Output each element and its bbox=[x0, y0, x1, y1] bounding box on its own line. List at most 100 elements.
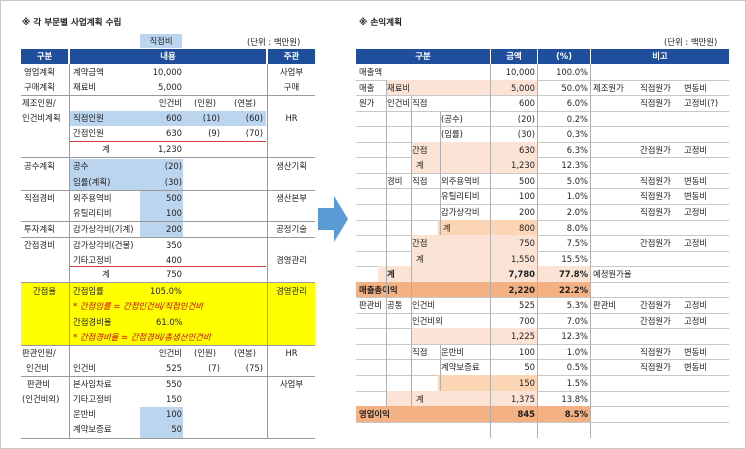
direct-staff-cost: 600 bbox=[166, 113, 182, 123]
indirect-rate-label: 간접율 bbox=[32, 286, 57, 296]
pl-amount-sga-common-total: 1,225 bbox=[511, 331, 535, 342]
pl-label-cogs-total: 계 bbox=[387, 269, 395, 280]
right-title: ※ 손익계획 bbox=[359, 18, 402, 28]
sga-expense-label-2: (인건비외) bbox=[22, 394, 60, 404]
indirect-expense-rate-label: 간접경비율 bbox=[73, 317, 112, 327]
left-unit: (단위 : 백만원) bbox=[247, 37, 301, 47]
pl-label-utility: 유틸리티비 bbox=[441, 191, 480, 202]
pl-label-indirect-labor: 간접 bbox=[412, 144, 428, 155]
utility-value: 100 bbox=[166, 208, 182, 218]
indirect-expense-rate-value: 61.0% bbox=[156, 317, 183, 327]
pl-pct-material: 50.0% bbox=[561, 82, 588, 93]
guarantee-fee-value: 50 bbox=[171, 424, 182, 434]
pl-pct-outsourcing: 5.0% bbox=[566, 175, 588, 186]
contract-amount-label: 계약금액 bbox=[73, 67, 104, 77]
pl-amount-exp-total: 1,550 bbox=[511, 253, 535, 264]
pl-pct-sga-labor: 5.3% bbox=[566, 300, 588, 311]
pl-note-indirect-exp-2: 고정비 bbox=[684, 238, 708, 249]
direct-expense-owner: 생산본부 bbox=[276, 193, 307, 203]
pl-pct-direct-exp-total: 8.0% bbox=[566, 222, 588, 233]
row-highlight bbox=[438, 219, 537, 236]
hq-rent-label: 본사임차료 bbox=[73, 379, 112, 389]
freight-label: 운반비 bbox=[73, 409, 97, 419]
pl-amount-outsourcing: 500 bbox=[519, 175, 535, 186]
right-header-amount: 금액 bbox=[491, 49, 537, 64]
sga-expense-owner: 사업부 bbox=[279, 379, 304, 389]
pl-pct-guarantee-fee: 0.5% bbox=[566, 362, 588, 373]
pl-pct-operating-profit: 8.5% bbox=[564, 409, 588, 420]
pl-pct-exp-total: 15.5% bbox=[561, 253, 588, 264]
pl-label-labor-rate: (임률) bbox=[441, 129, 463, 140]
pl-note-outsourcing-1: 직접원가 bbox=[640, 175, 671, 186]
pl-note-outsourcing-2: 변동비 bbox=[684, 175, 708, 186]
pl-note-sga-non-labor-1: 간접원가 bbox=[640, 315, 671, 326]
purchase-owner: 구매 bbox=[283, 82, 300, 92]
sga-headcount-header: (인원) bbox=[194, 348, 216, 358]
pl-label-direct-labor-1: 인건비 bbox=[387, 98, 411, 109]
indirect-labor-rate-formula: * 간접임률 = 간접인건비/직접인건비 bbox=[73, 301, 203, 311]
pl-pct-sga-total: 13.8% bbox=[561, 393, 588, 404]
pl-note-direct-labor-2: 고정비(?) bbox=[684, 98, 719, 109]
headcount-header: (인원) bbox=[194, 98, 216, 108]
building-depreciation-value: 350 bbox=[166, 240, 182, 250]
sga-labor-cost: 525 bbox=[166, 363, 182, 373]
guarantee-fee-label: 계약보증료 bbox=[73, 424, 112, 434]
pl-amount-labor-total: 1,230 bbox=[511, 160, 535, 171]
pl-note-freight-2: 변동비 bbox=[684, 346, 708, 357]
sga-salary: (75) bbox=[245, 363, 263, 373]
pl-pct-sga-direct-total: 1.5% bbox=[566, 378, 588, 388]
indirect-rate-highlight bbox=[21, 283, 315, 345]
pl-note-depreciation-1: 직접원가 bbox=[640, 206, 671, 217]
pl-label-depreciation: 감가상각비 bbox=[441, 206, 480, 217]
pl-amount-sga-direct-total: 150 bbox=[519, 378, 535, 388]
direct-expense-label: 직접경비 bbox=[24, 193, 55, 203]
pl-pct-sga-non-labor: 7.0% bbox=[566, 315, 588, 326]
pl-amount-indirect-labor: 630 bbox=[519, 144, 535, 155]
pl-note-indirect-labor-2: 고정비 bbox=[684, 144, 708, 155]
workload-value: (20) bbox=[164, 161, 182, 171]
row-highlight bbox=[412, 141, 537, 158]
row-highlight bbox=[412, 328, 537, 344]
left-header-owner: 주관 bbox=[268, 49, 315, 64]
mfg-total-value: 1,230 bbox=[158, 144, 182, 154]
pl-pct-indirect-labor: 6.3% bbox=[566, 144, 588, 155]
pl-amount-freight: 100 bbox=[519, 346, 535, 357]
sga-other-fixed-label: 기타고정비 bbox=[73, 394, 112, 404]
pl-amount-operating-profit: 845 bbox=[517, 409, 535, 420]
indirect-expense-rate-formula: * 간접경비율 = 간접경비/총생산인건비 bbox=[73, 332, 211, 342]
right-arrow-icon bbox=[318, 196, 348, 242]
pl-label-freight: 직접 bbox=[412, 346, 428, 357]
investment-owner: 공정기술 bbox=[276, 224, 307, 234]
pl-note-guarantee-fee-2: 변동비 bbox=[684, 362, 708, 373]
row-highlight bbox=[412, 235, 537, 251]
outsourcing-label: 외주용역비 bbox=[73, 193, 112, 203]
sga-headcount: (7) bbox=[208, 363, 220, 373]
pl-label-direct-labor: 원가 bbox=[359, 98, 375, 109]
building-depreciation-label: 감가상각비(건물) bbox=[73, 240, 134, 250]
pl-pct-direct-labor: 6.0% bbox=[566, 98, 588, 109]
pl-pct-freight: 1.0% bbox=[566, 346, 588, 357]
pl-label-exp-total: 계 bbox=[416, 253, 424, 264]
right-header-category: 구분 bbox=[356, 49, 490, 64]
pl-amount-utility: 100 bbox=[519, 191, 535, 202]
pl-amount-sga-non-labor: 700 bbox=[519, 315, 535, 326]
row-highlight bbox=[412, 157, 537, 173]
indirect-total-label: 계 bbox=[102, 269, 110, 279]
direct-staff-label: 직접인원 bbox=[73, 113, 104, 123]
pl-pct-workload: 0.2% bbox=[566, 113, 588, 124]
pl-pct-labor-rate: 0.3% bbox=[566, 129, 588, 140]
sga-labor-header: 인건비 bbox=[158, 348, 182, 358]
direct-staff-count: (10) bbox=[202, 113, 220, 123]
contract-amount-value: 10,000 bbox=[152, 67, 182, 77]
indirect-rate-owner: 경영관리 bbox=[276, 286, 307, 296]
purchase-plan-label: 구매계획 bbox=[24, 82, 55, 92]
pl-note-material-1: 직접원가 bbox=[640, 82, 671, 93]
machine-depreciation-label: 감가상각비(기계) bbox=[73, 224, 134, 234]
indirect-expense-label: 간접경비 bbox=[24, 240, 55, 250]
pl-amount-guarantee-fee: 50 bbox=[524, 362, 535, 373]
pl-note-indirect-labor-1: 간접원가 bbox=[640, 144, 671, 155]
pl-label-operating-profit: 영업이익 bbox=[359, 409, 390, 420]
salary-header: (연봉) bbox=[234, 98, 256, 108]
pl-label-direct-exp-total: 계 bbox=[443, 222, 451, 233]
row-highlight bbox=[356, 281, 590, 298]
